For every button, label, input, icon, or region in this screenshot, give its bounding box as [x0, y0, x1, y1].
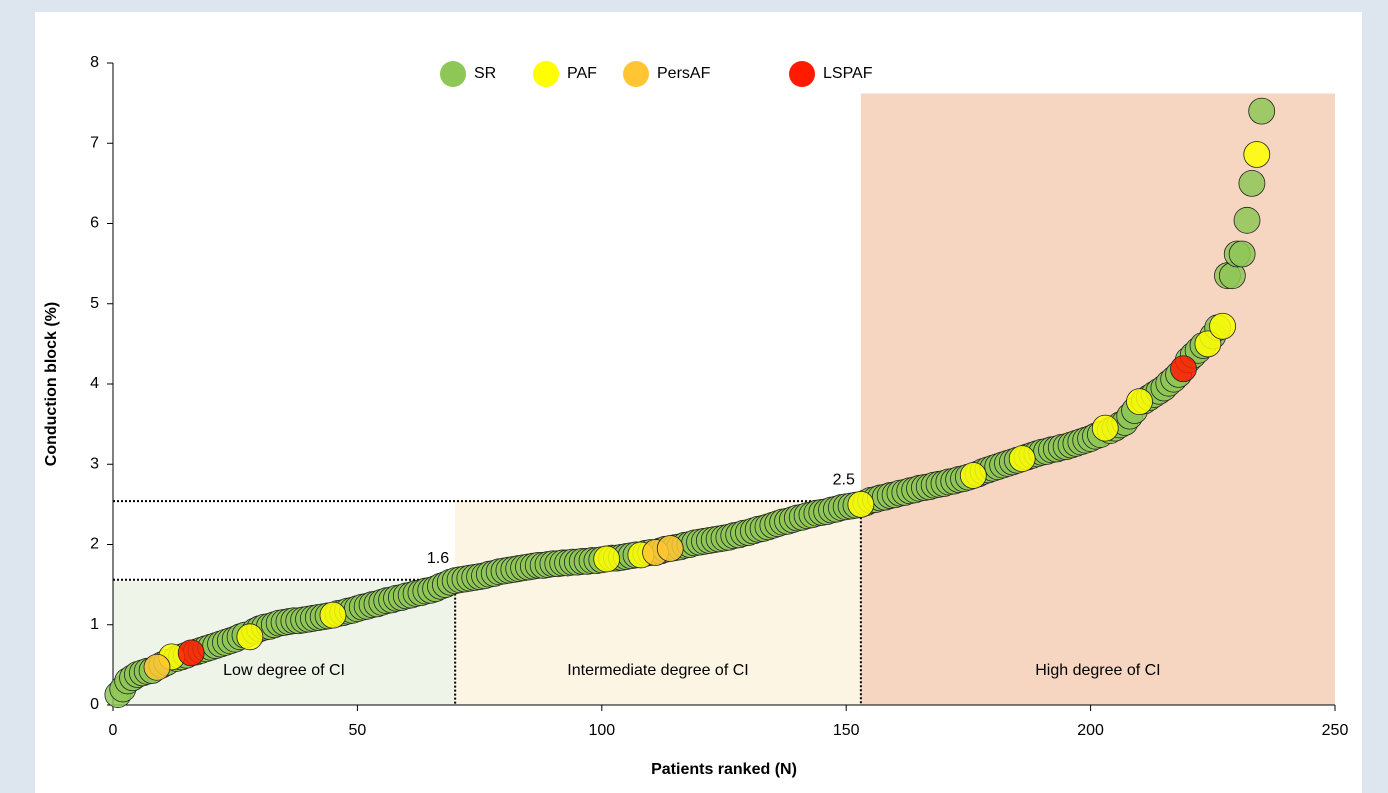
y-tick-label: 3	[90, 455, 99, 472]
threshold-label: 1.6	[427, 550, 449, 567]
x-tick-label: 0	[109, 722, 118, 739]
y-tick-label: 8	[90, 54, 99, 71]
point	[1243, 141, 1271, 168]
x-tick-label: 100	[588, 722, 615, 739]
point	[1194, 330, 1222, 358]
region-label: High degree of CI	[1035, 662, 1160, 679]
y-tick-label: 6	[90, 215, 99, 232]
y-tick-label: 1	[90, 616, 99, 633]
legend-label: PersAF	[657, 65, 711, 82]
y-tick-label: 0	[90, 696, 99, 713]
region-label: Intermediate degree of CI	[567, 662, 748, 679]
y-tick-label: 2	[90, 536, 99, 553]
y-tick-label: 7	[90, 134, 99, 151]
point	[847, 490, 875, 518]
x-axis-title: Patients ranked (N)	[651, 761, 797, 778]
point	[1228, 240, 1256, 268]
x-tick-label: 250	[1322, 722, 1349, 739]
point	[1238, 169, 1266, 197]
point	[1233, 206, 1261, 234]
legend-label: SR	[474, 65, 496, 82]
legend-marker	[623, 61, 649, 87]
region-label: Low degree of CI	[223, 662, 345, 679]
threshold-line	[113, 578, 457, 705]
legend-label: PAF	[567, 65, 597, 82]
y-tick-label: 5	[90, 295, 99, 312]
region	[455, 500, 861, 705]
point	[143, 653, 171, 681]
point	[236, 623, 264, 651]
point	[177, 639, 205, 667]
point	[656, 535, 684, 562]
y-tick-label: 4	[90, 375, 99, 392]
point	[1091, 414, 1119, 442]
point	[959, 462, 987, 489]
threshold-line	[113, 500, 862, 705]
point	[1170, 355, 1197, 383]
point	[1209, 312, 1236, 340]
point	[319, 601, 347, 629]
legend-label: LSPAF	[823, 65, 873, 82]
legend-marker	[440, 61, 466, 87]
legend-marker	[789, 61, 815, 87]
threshold-label: 2.5	[833, 471, 855, 488]
point	[593, 545, 621, 573]
x-tick-label: 200	[1077, 722, 1104, 739]
x-tick-label: 50	[349, 722, 367, 739]
x-tick-label: 150	[833, 722, 860, 739]
point	[1126, 388, 1153, 416]
point	[1248, 97, 1276, 125]
point	[1008, 445, 1036, 473]
y-axis-title: Conduction block (%)	[43, 302, 60, 466]
legend-marker	[533, 61, 559, 87]
